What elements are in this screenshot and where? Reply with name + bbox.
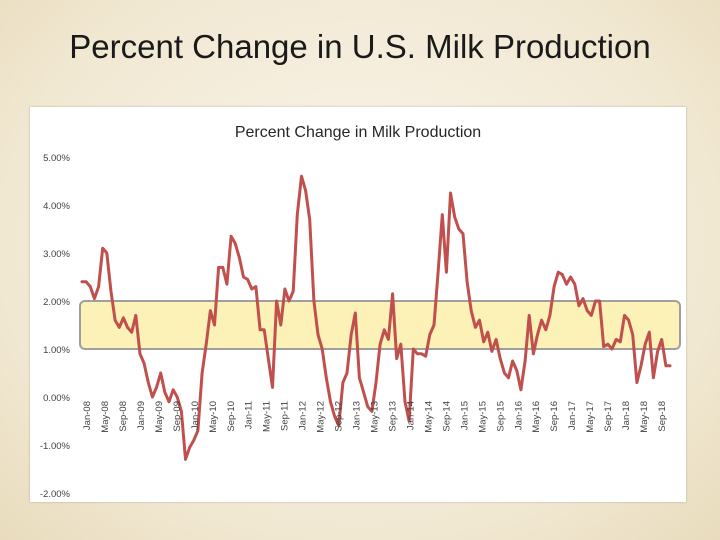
x-tick-label: Sep-10 [226,401,237,432]
x-tick-label: Jan-13 [352,401,363,430]
x-tick-label: Jan-16 [513,401,524,430]
x-tick-label: Sep-09 [172,401,183,432]
x-tick-label: Sep-16 [549,401,560,432]
x-tick-label: Jan-08 [82,401,93,430]
x-tick-label: Jan-18 [621,401,632,430]
x-tick-label: May-14 [423,401,434,433]
x-tick-label: Jan-17 [567,401,578,430]
chart-title: Percent Change in Milk Production [235,124,481,141]
x-tick-label: Sep-13 [387,401,398,432]
y-tick-label: -2.00% [40,489,71,500]
x-tick-label: May-09 [154,401,165,433]
x-tick-label: May-11 [262,401,273,432]
chart-panel: Percent Change in Milk Production -2.00%… [30,107,686,502]
x-tick-label: Sep-17 [603,401,614,432]
y-tick-label: 3.00% [43,249,70,260]
x-tick-label: May-12 [316,401,327,433]
x-tick-label: Jan-10 [190,401,201,430]
x-tick-label: Sep-08 [118,401,129,432]
x-tick-label: May-10 [208,401,219,433]
x-tick-label: Jan-14 [405,401,416,430]
slide-title: Percent Change in U.S. Milk Production [69,28,651,65]
y-tick-label: 4.00% [43,201,70,212]
y-tick-label: 2.00% [43,297,70,308]
y-tick-label: 1.00% [43,345,70,356]
series-line [80,174,672,461]
x-tick-label: Jan-11 [244,401,255,429]
y-axis: -2.00% -1.00% 0.00% 1.00% 2.00% 3.00% 4.00% 5.0… [40,153,71,500]
y-tick-label: 0.00% [43,393,70,404]
x-tick-label: Sep-12 [334,401,345,432]
x-tick-label: Jan-12 [298,401,309,430]
line-chart: Percent Change in Milk Production -2.00%… [40,124,681,500]
x-tick-label: May-15 [477,401,488,433]
x-tick-label: Sep-18 [657,401,668,432]
x-tick-label: May-18 [639,401,650,433]
x-tick-label: Sep-11 [280,401,291,431]
x-tick-label: May-16 [531,401,542,433]
x-tick-label: Sep-14 [441,401,452,432]
x-tick-label: May-13 [370,401,381,433]
x-tick-label: May-08 [100,401,111,433]
y-tick-label: 5.00% [43,153,70,164]
x-axis: Jan-08 May-08 Sep-08 Jan-09 May-09 Sep-09 Jan-… [82,401,668,433]
series-line-layer [80,174,672,461]
x-tick-label: Jan-09 [136,401,147,430]
x-tick-label: May-17 [585,401,596,433]
y-tick-label: -1.00% [40,441,71,452]
x-tick-label: Sep-15 [495,401,506,432]
x-tick-label: Jan-15 [459,401,470,430]
